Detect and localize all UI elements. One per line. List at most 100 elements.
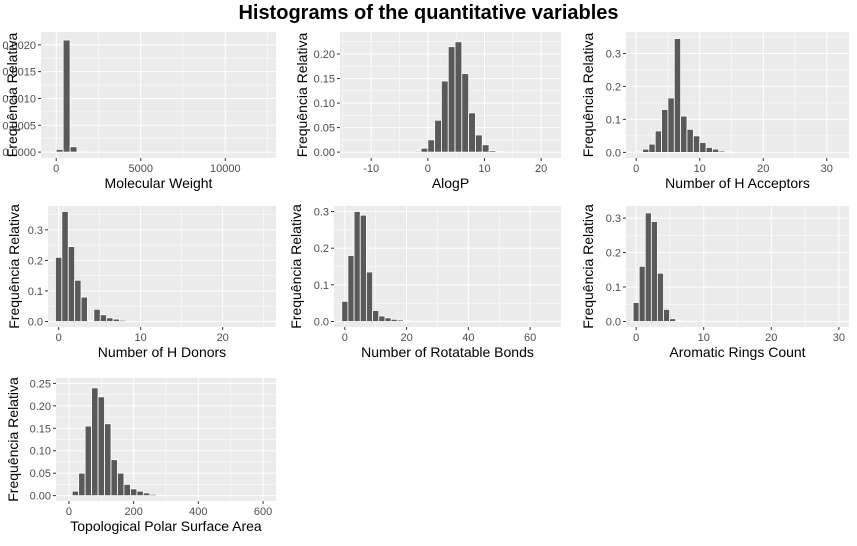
x-tick-label: 20 (400, 332, 412, 344)
y-tick-label: 0.0000 (2, 147, 36, 159)
y-tick-label: 0.1 (606, 282, 621, 294)
x-tick-label: 0 (342, 332, 348, 344)
histogram-bar (110, 459, 118, 497)
histogram-bar (692, 135, 701, 153)
y-tick-label: 0.10 (30, 446, 51, 458)
x-tick-label: 0 (53, 163, 59, 175)
histogram-bar (91, 387, 99, 497)
histogram-bar (481, 144, 490, 153)
y-tick-label: 0.0020 (2, 40, 36, 52)
y-tick-label: 0.0 (314, 317, 329, 329)
y-axis-title: Frequência Relativa (6, 204, 22, 329)
histogram-bar (62, 39, 71, 153)
y-tick-label: 0.0015 (2, 67, 36, 79)
histogram-bar (638, 265, 646, 322)
histogram-bar (87, 320, 95, 322)
y-tick-label: 0.05 (314, 123, 335, 135)
histogram-bar (384, 317, 392, 322)
histogram-bar (454, 41, 463, 153)
histogram-bar (718, 150, 726, 153)
y-tick-label: 0.3 (606, 213, 621, 225)
histogram-bar (686, 128, 694, 153)
x-tick-label: 0 (425, 163, 431, 175)
y-axis-title: Frequência Relativa (580, 33, 596, 158)
histogram-bar (461, 73, 470, 153)
histogram-bar (67, 246, 76, 322)
histogram-bar (149, 493, 157, 497)
x-axis-title: Number of Rotatable Bonds (361, 344, 534, 360)
histogram-bar (372, 310, 380, 322)
histogram-bar (341, 300, 349, 322)
x-tick-label: 600 (254, 506, 272, 518)
histogram-bar (347, 255, 355, 322)
histogram-bar (80, 296, 88, 322)
histogram-bar (106, 317, 114, 322)
histogram-bar (669, 318, 677, 322)
x-tick-label: 20 (765, 332, 777, 344)
histogram-bar (475, 134, 483, 153)
y-tick-label: 0.1 (314, 280, 329, 292)
y-tick-label: 0.25 (30, 378, 51, 390)
x-tick-label: 0 (633, 332, 639, 344)
histogram-bar (675, 320, 683, 322)
y-axis-title: Frequência Relativa (294, 33, 310, 158)
y-tick-label: 0.1 (28, 286, 43, 298)
histogram-bar (55, 149, 64, 153)
y-tick-label: 0.2 (28, 255, 43, 267)
histogram-bar (488, 150, 497, 153)
histogram-bar (673, 38, 682, 153)
x-tick-label: 60 (524, 332, 536, 344)
y-tick-label: 0.00 (314, 147, 335, 159)
x-axis-title: Number of H Acceptors (665, 175, 810, 191)
x-tick-label: 10 (478, 163, 490, 175)
x-tick-label: 400 (189, 506, 207, 518)
y-axis-title: Frequência Relativa (580, 204, 596, 329)
y-tick-label: 0.00 (30, 491, 51, 503)
y-axis-title: Frequência Relativa (4, 33, 20, 158)
histogram-bar (359, 214, 367, 322)
x-axis-title: Molecular Weight (105, 175, 213, 191)
histogram-bar (117, 472, 125, 497)
x-tick-label: 10 (135, 332, 147, 344)
histogram-bar (663, 309, 670, 322)
histogram-bar (648, 143, 656, 153)
histogram-bar (635, 151, 643, 153)
y-tick-label: 0.0 (606, 147, 621, 159)
x-tick-label: 40 (462, 332, 474, 344)
x-tick-label: 10 (694, 163, 706, 175)
histogram-bar (76, 151, 85, 153)
x-tick-label: 20 (757, 163, 769, 175)
histogram-bar (447, 46, 456, 153)
histogram-bar (353, 211, 361, 322)
histogram-bar (55, 256, 63, 322)
histogram-bar (61, 211, 69, 322)
histogram-bar (97, 396, 105, 497)
y-axis-title: Frequência Relativa (5, 377, 21, 502)
y-tick-label: 0.0005 (2, 120, 36, 132)
y-tick-label: 0.0 (28, 317, 43, 329)
histogram-bar (654, 130, 662, 153)
y-tick-label: 0.0010 (2, 93, 36, 105)
histogram-bar (642, 148, 650, 153)
y-tick-label: 0.2 (606, 248, 621, 260)
x-tick-label: 30 (821, 163, 833, 175)
x-tick-label: 0 (66, 506, 72, 518)
histogram-bar (84, 425, 92, 497)
y-tick-label: 0.20 (314, 49, 335, 61)
y-tick-label: 0.2 (314, 243, 329, 255)
histogram-bar (104, 423, 112, 497)
y-tick-label: 0.0 (606, 316, 621, 328)
x-axis-title: AlogP (432, 175, 469, 191)
histogram-bar (434, 119, 442, 153)
y-tick-label: 0.20 (30, 401, 51, 413)
histogram-bar (142, 492, 151, 497)
histogram-bar (705, 147, 713, 153)
chart-title: Histograms of the quantitative variables (238, 2, 619, 24)
y-tick-label: 0.3 (28, 225, 43, 237)
x-tick-label: 20 (217, 332, 229, 344)
histogram-bar (420, 147, 429, 153)
histogram-bar (468, 112, 476, 153)
y-tick-label: 0.1 (606, 114, 621, 126)
y-tick-label: 0.05 (30, 468, 51, 480)
histogram-bar (93, 308, 101, 322)
